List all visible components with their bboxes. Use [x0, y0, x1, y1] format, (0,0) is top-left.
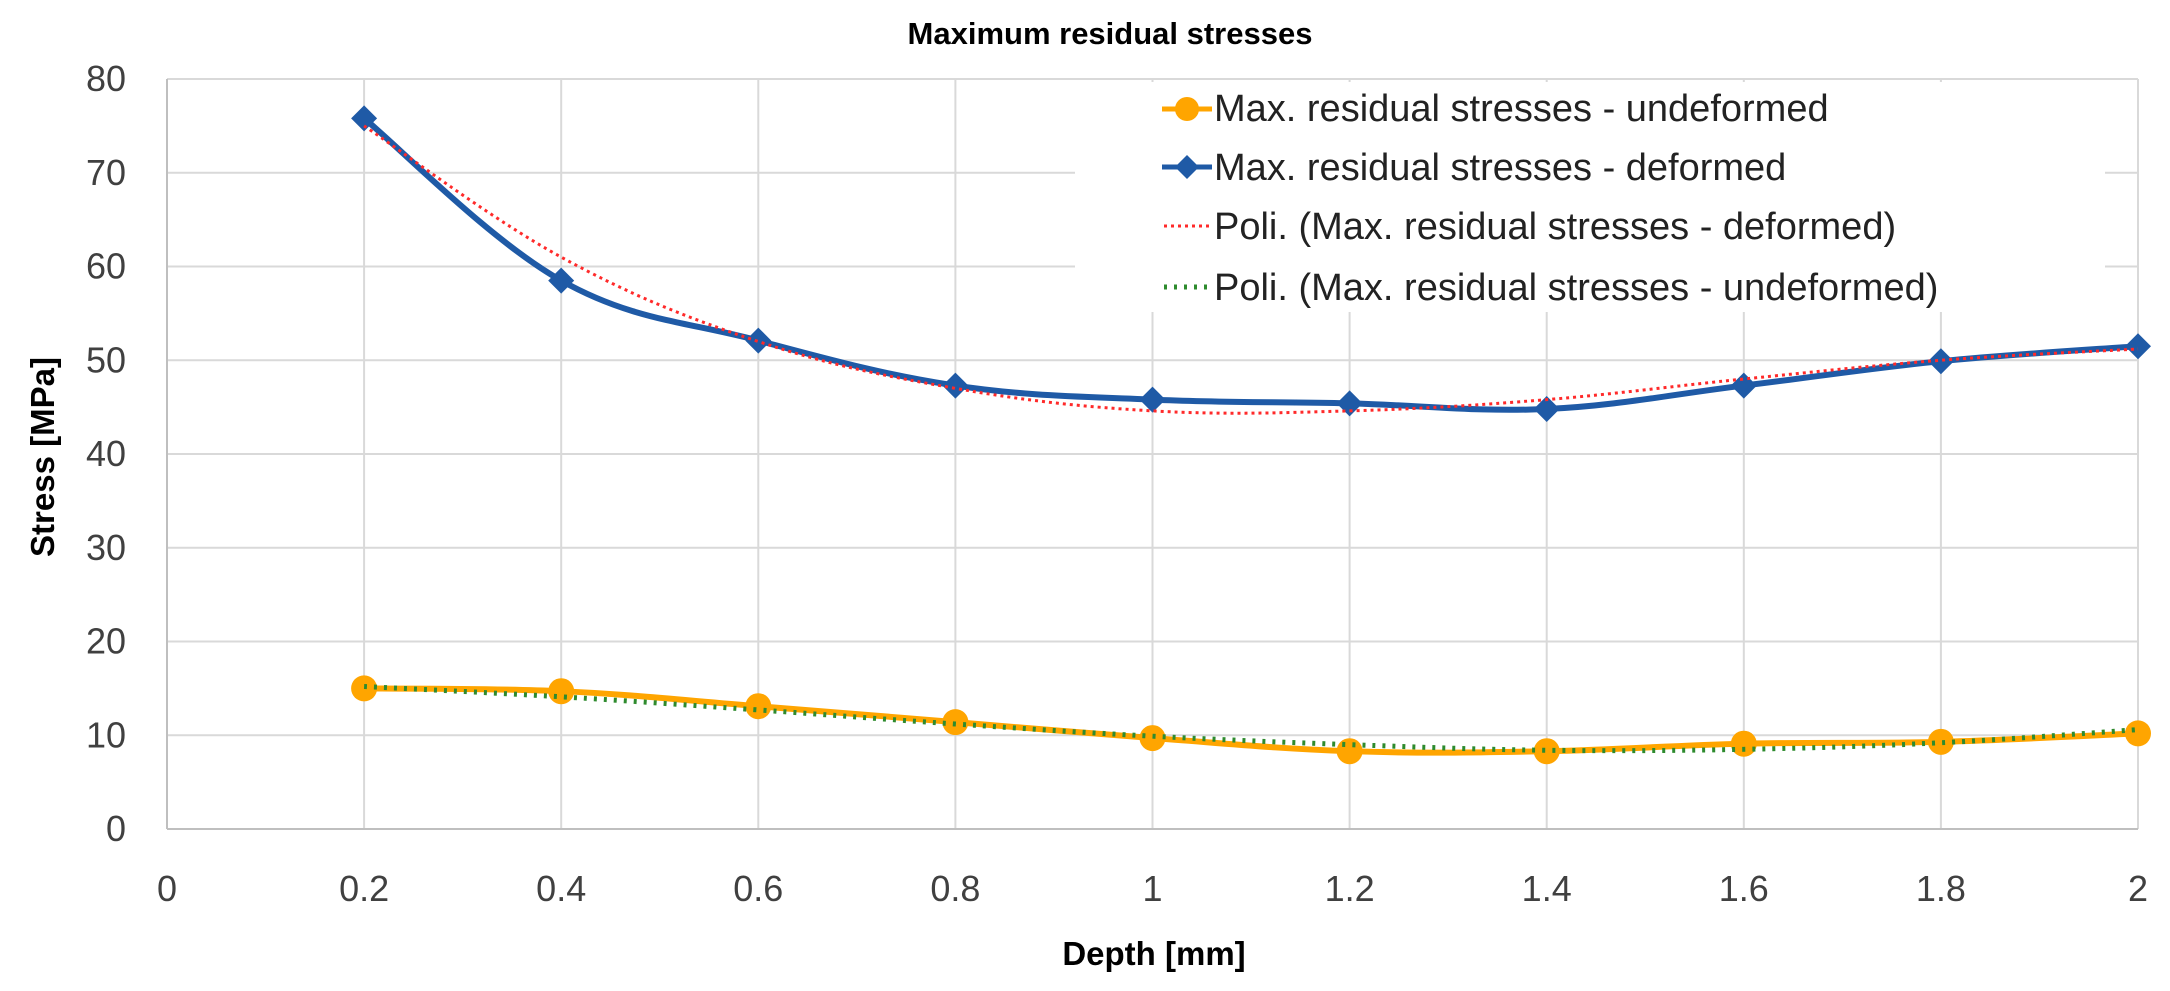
legend-entry-poly-deformed: Poli. (Max. residual stresses - deformed…: [1164, 206, 1896, 248]
y-tick-label-10: 10: [86, 714, 126, 755]
x-tick-label-1.4: 1.4: [1522, 868, 1572, 909]
point-undeformed-8: [1927, 728, 1954, 755]
legend-label-poly-undeformed: Poli. (Max. residual stresses - undeform…: [1214, 267, 1938, 309]
series-poly-undeformed-line: [363, 684, 2139, 754]
point-undeformed-9: [2125, 720, 2151, 747]
x-tick-label-0.8: 0.8: [930, 868, 980, 909]
series-poly-undeformed: [363, 684, 2139, 754]
x-tick-label-0.4: 0.4: [536, 868, 586, 909]
legend-background: [1075, 82, 2105, 312]
x-tick-label-1.8: 1.8: [1916, 868, 1966, 909]
y-tick-label-50: 50: [86, 339, 126, 380]
point-deformed-8: [1927, 348, 1954, 375]
legend-label-deformed: Max. residual stresses - deformed: [1214, 147, 1786, 189]
point-deformed-0: [351, 105, 378, 132]
legend-entry-poly-undeformed: Poli. (Max. residual stresses - undeform…: [1164, 267, 1938, 309]
y-tick-label-30: 30: [86, 527, 126, 568]
y-tick-label-70: 70: [86, 152, 126, 193]
point-undeformed-7: [1730, 730, 1757, 757]
point-deformed-6: [1533, 396, 1560, 422]
x-tick-label-0.2: 0.2: [339, 868, 389, 909]
y-axis-title: Stress [MPa]: [24, 357, 61, 557]
legend: Max. residual stresses - undeformed Max.…: [1075, 82, 2105, 312]
point-deformed-3: [942, 372, 969, 399]
y-tick-label-40: 40: [86, 433, 126, 474]
chart-title: Maximum residual stresses: [908, 16, 1313, 51]
point-undeformed-2: [745, 693, 772, 720]
series-group: [351, 105, 2151, 765]
legend-label-undeformed: Max. residual stresses - undeformed: [1214, 88, 1829, 130]
legend-swatch-deformed-marker: [1175, 155, 1199, 179]
point-deformed-9: [2125, 333, 2151, 360]
point-deformed-2: [745, 327, 772, 354]
series-deformed-line: [362, 116, 2139, 413]
legend-entry-undeformed: Max. residual stresses - undeformed: [1162, 88, 1829, 130]
y-tick-label-80: 80: [86, 58, 126, 99]
legend-swatch-undeformed-marker: [1175, 97, 1199, 121]
series-deformed: [351, 105, 2151, 422]
legend-label-poly-deformed: Poli. (Max. residual stresses - deformed…: [1214, 206, 1896, 248]
x-tick-label-0: 0: [157, 868, 177, 909]
point-undeformed-1: [548, 678, 575, 705]
x-tick-label-1.2: 1.2: [1325, 868, 1375, 909]
axes: [166, 79, 2138, 830]
series-undeformed-line: [364, 685, 2139, 756]
x-axis-title: Depth [mm]: [1062, 935, 1245, 972]
y-tick-label-60: 60: [86, 246, 126, 287]
tick-labels: 0 10 20 30 40 50 60 70 80 0 0.2 0.4 0.6 0.8 1 1.2 1.4 1.6…: [86, 58, 2148, 909]
series-poly-deformed: [363, 124, 2139, 415]
point-undeformed-6: [1533, 738, 1560, 765]
x-tick-label-1.6: 1.6: [1719, 868, 1769, 909]
point-deformed-4: [1139, 386, 1166, 413]
y-tick-label-0: 0: [106, 808, 126, 849]
y-tick-label-20: 20: [86, 621, 126, 662]
point-undeformed-5: [1336, 738, 1363, 765]
legend-entry-deformed: Max. residual stresses - deformed: [1162, 147, 1786, 189]
x-tick-label-1: 1: [1142, 868, 1162, 909]
point-deformed-1: [548, 267, 575, 294]
point-deformed-7: [1730, 372, 1757, 399]
series-poly-deformed-line: [363, 124, 2139, 415]
x-tick-label-2: 2: [2128, 868, 2148, 909]
x-tick-label-0.6: 0.6: [733, 868, 783, 909]
